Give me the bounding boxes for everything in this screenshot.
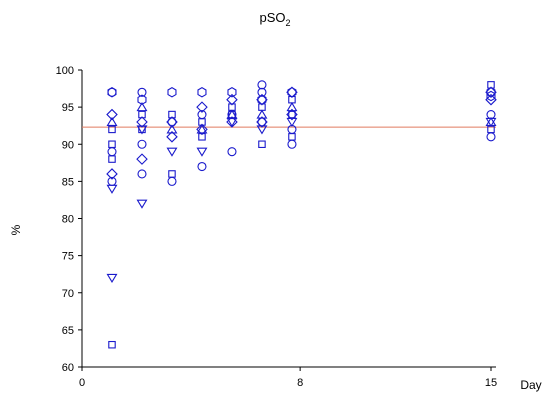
data-point-triangle-up	[485, 116, 497, 127]
data-point-diamond	[106, 108, 118, 121]
data-point-triangle-down	[136, 125, 148, 135]
data-point-triangle-up	[136, 102, 148, 112]
y-tick-label: 95	[62, 102, 74, 114]
data-point-diamond	[166, 131, 178, 143]
axes: 60 65 70 75 80 85 90 95 100 0 8 15	[56, 65, 497, 389]
chart-title: pSO2	[259, 10, 290, 28]
data-point-triangle-up	[226, 109, 238, 119]
data-point-triangle-up	[166, 124, 178, 134]
data-point-triangle-up	[286, 102, 298, 112]
data-point-diamond	[286, 108, 298, 121]
data-point-triangle-down	[256, 125, 268, 135]
data-points	[106, 80, 497, 349]
x-tick-label: 8	[297, 377, 303, 389]
data-point-triangle-down	[136, 199, 148, 209]
data-point-hexagon	[107, 87, 117, 98]
data-point-circle	[137, 139, 147, 149]
data-point-circle	[257, 87, 267, 97]
data-point-hexagon	[137, 94, 147, 105]
data-point-triangle-down	[106, 184, 118, 194]
y-tick-label: 70	[62, 288, 74, 300]
y-tick-label: 65	[62, 325, 74, 337]
data-point-diamond	[136, 116, 148, 128]
y-tick-label: 60	[62, 362, 74, 374]
x-tick-label: 15	[485, 377, 497, 389]
data-point-hexagon	[197, 87, 207, 98]
data-point-square	[258, 140, 266, 149]
data-point-square	[108, 155, 116, 163]
x-axis-label: Day	[520, 378, 541, 392]
data-point-diamond	[226, 93, 238, 106]
data-point-diamond	[196, 123, 208, 136]
data-point-diamond	[196, 101, 208, 113]
y-tick-label: 85	[62, 176, 74, 188]
data-point-diamond	[106, 168, 118, 180]
data-point-square	[108, 140, 116, 149]
y-tick-label: 90	[62, 139, 74, 151]
data-point-square	[168, 170, 176, 178]
data-point-diamond	[136, 153, 148, 165]
data-point-circle	[287, 139, 297, 149]
y-axis-label: %	[9, 224, 23, 235]
y-tick-label: 75	[62, 251, 74, 263]
data-point-triangle-up	[256, 109, 268, 119]
data-point-triangle-down	[196, 147, 208, 157]
y-tick-label: 100	[56, 65, 74, 77]
data-point-diamond	[256, 116, 268, 128]
data-point-hexagon	[227, 87, 237, 98]
data-point-triangle-down	[106, 273, 118, 283]
data-point-circle	[167, 176, 177, 186]
data-point-square	[288, 133, 296, 141]
data-point-hexagon	[486, 90, 496, 102]
data-point-triangle-down	[286, 117, 298, 128]
data-point-circle	[137, 87, 147, 97]
data-point-hexagon	[257, 94, 267, 105]
data-point-circle	[107, 147, 117, 157]
x-tick-label: 0	[79, 377, 85, 389]
data-point-triangle-down	[166, 147, 178, 157]
data-point-square	[288, 110, 296, 119]
data-point-square	[108, 340, 116, 349]
data-point-hexagon	[287, 87, 297, 98]
data-point-circle	[197, 161, 207, 172]
data-point-circle	[137, 169, 147, 179]
data-point-circle	[227, 147, 237, 157]
data-point-circle	[257, 80, 267, 90]
data-point-diamond	[166, 116, 178, 128]
data-point-circle	[486, 132, 496, 142]
data-point-triangle-up	[196, 124, 208, 134]
data-point-triangle-up	[106, 116, 118, 127]
data-point-hexagon	[167, 87, 177, 98]
data-point-hexagon	[486, 87, 496, 98]
y-tick-label: 80	[62, 214, 74, 226]
data-point-square	[108, 125, 116, 134]
